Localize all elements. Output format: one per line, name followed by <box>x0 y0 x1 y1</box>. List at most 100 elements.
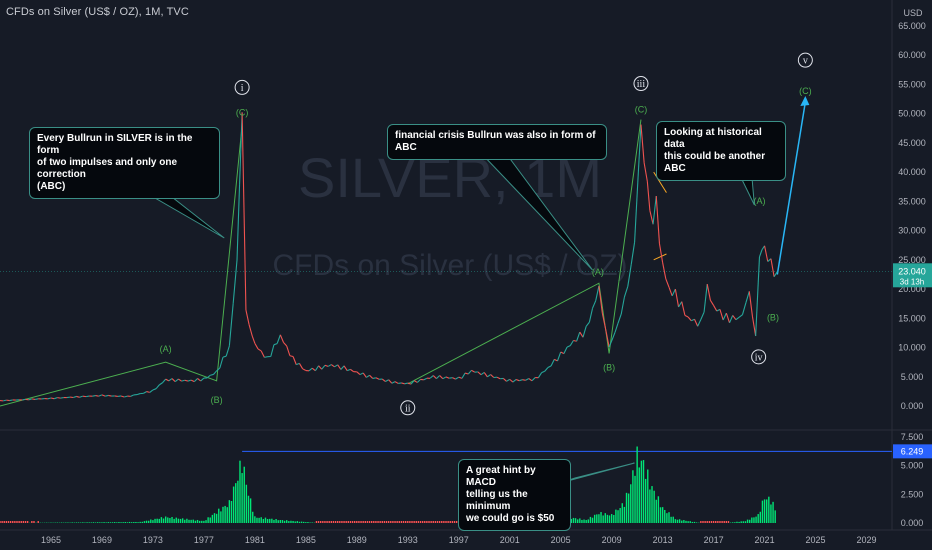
price-segment <box>579 331 584 338</box>
price-segment <box>550 359 555 367</box>
price-segment <box>254 343 259 350</box>
macd-bar <box>141 521 143 523</box>
macd-bar <box>356 521 358 523</box>
macd-bar <box>24 521 27 523</box>
macd-bar <box>421 521 424 523</box>
price-segment <box>573 339 577 342</box>
wave-circle <box>751 349 767 365</box>
macd-bar <box>122 522 124 523</box>
price-segment <box>245 309 250 325</box>
macd-bar <box>252 511 254 523</box>
macd-bar <box>428 521 430 523</box>
price-tick-label: 15.000 <box>898 313 926 323</box>
price-segment <box>442 376 447 380</box>
price-segment <box>257 348 262 352</box>
macd-bar <box>305 522 307 523</box>
macd-bar <box>751 517 753 523</box>
macd-bar <box>309 522 311 523</box>
macd-bar <box>746 519 749 523</box>
wave-label: (C) <box>635 105 648 115</box>
macd-bar <box>409 521 411 523</box>
macd-bar <box>636 446 638 523</box>
macd-bar <box>281 520 284 523</box>
macd-bar <box>207 517 209 523</box>
macd-bar <box>360 521 362 523</box>
price-segment <box>334 364 338 368</box>
macd-bar <box>623 506 626 523</box>
macd-bar <box>706 521 708 523</box>
wave-label: (B) <box>211 395 223 405</box>
price-segment <box>225 345 230 357</box>
macd-bar <box>213 513 216 523</box>
macd-bar <box>734 522 736 523</box>
price-segment <box>28 398 33 401</box>
price-segment <box>276 334 281 344</box>
price-tick-label: 50.000 <box>898 109 926 119</box>
macd-bar <box>353 521 356 523</box>
macd-bar <box>135 521 137 523</box>
price-segment <box>136 393 141 396</box>
price-segment <box>738 314 743 318</box>
macd-bar <box>130 522 133 523</box>
macd-bar <box>434 521 437 523</box>
price-segment <box>410 380 415 385</box>
macd-bar <box>3 521 5 523</box>
price-segment <box>375 377 380 380</box>
price-segment <box>398 382 402 385</box>
price-segment <box>515 378 520 382</box>
macd-bar <box>133 522 135 523</box>
wave-circle <box>797 52 813 68</box>
wave-label: (C) <box>236 107 249 117</box>
price-segment <box>758 249 763 258</box>
time-tick-label: 2009 <box>602 535 622 545</box>
price-segment <box>57 397 61 399</box>
macd-bar <box>16 521 18 523</box>
currency-label: USD <box>903 8 923 18</box>
price-segment <box>108 394 112 397</box>
price-segment <box>502 378 507 382</box>
price-segment <box>347 368 351 372</box>
price-segment <box>216 367 221 372</box>
macd-bar <box>82 522 84 523</box>
macd-bar <box>727 521 730 523</box>
price-segment <box>302 368 307 372</box>
macd-bar <box>198 520 201 523</box>
macd-bar <box>759 511 762 523</box>
macd-bar <box>184 519 186 523</box>
price-tick-label: 10.000 <box>898 343 926 353</box>
price-segment <box>22 398 26 401</box>
macd-bar <box>26 521 29 523</box>
price-segment <box>331 364 335 368</box>
price-segment <box>439 375 444 380</box>
price-segment <box>158 382 163 386</box>
macd-bar <box>704 521 706 523</box>
macd-bar <box>5 521 8 523</box>
price-tick-label: 35.000 <box>898 196 926 206</box>
price-segment <box>722 312 727 321</box>
price-segment <box>509 378 514 383</box>
price-segment <box>569 340 574 346</box>
macd-bar <box>326 521 328 523</box>
macd-bar <box>576 519 579 523</box>
price-segment <box>601 312 607 330</box>
macd-bar <box>610 514 613 523</box>
price-segment <box>130 394 135 397</box>
macd-bar <box>222 506 224 523</box>
price-segment <box>620 296 625 315</box>
price-segment <box>432 375 437 380</box>
macd-bar <box>445 521 447 523</box>
macd-bar <box>366 521 369 523</box>
macd-bar <box>415 521 417 523</box>
price-segment <box>582 326 587 338</box>
macd-bar <box>203 520 205 523</box>
price-segment <box>745 291 750 303</box>
macd-bar <box>162 518 165 523</box>
price-segment <box>210 373 214 376</box>
price-segment <box>697 319 702 327</box>
macd-bar <box>373 521 375 523</box>
price-segment <box>719 309 724 321</box>
price-segment <box>248 324 253 337</box>
price-segment <box>678 301 683 308</box>
wave-circle-label: i <box>241 83 244 94</box>
